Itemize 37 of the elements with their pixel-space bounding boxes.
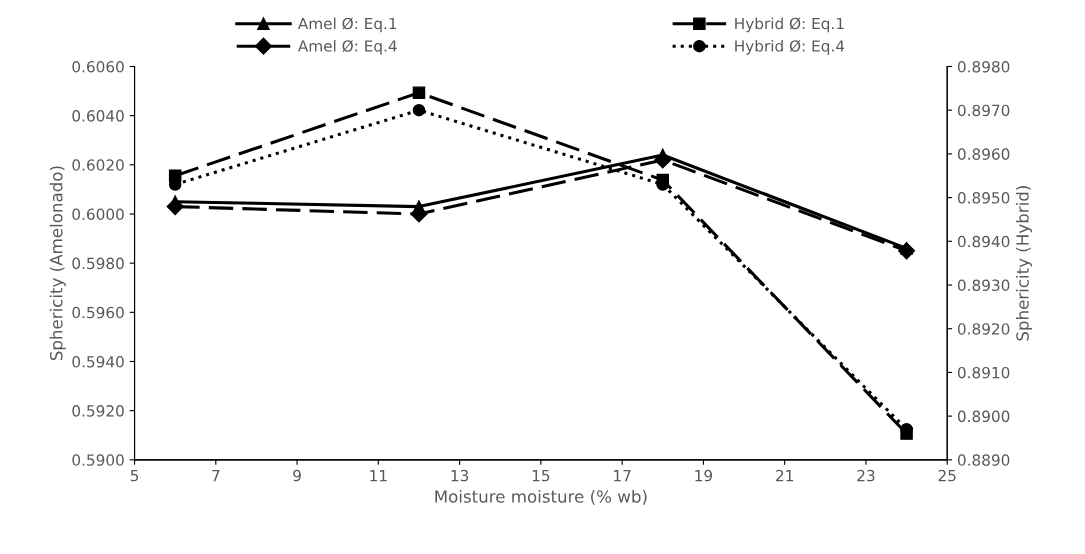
legend-label: Hybrid Ø: Eq.4 bbox=[735, 39, 845, 55]
legend-label: Hybrid Ø: Eq.1 bbox=[735, 17, 844, 33]
y2-tick-label: 0.8900 bbox=[957, 410, 1010, 423]
y2-tick-label: 0.8890 bbox=[957, 454, 1010, 466]
y-tick-label: 0.5960 bbox=[72, 306, 124, 319]
y2-tick-label: 0.8950 bbox=[957, 192, 1010, 204]
x-tick-label: 19 bbox=[695, 469, 713, 482]
y-tick-label: 0.6060 bbox=[72, 60, 124, 73]
x-tick-label: 13 bbox=[451, 469, 469, 482]
y2-tick-label: 0.8940 bbox=[957, 235, 1010, 248]
y2-tick-label: 0.8960 bbox=[957, 148, 1010, 160]
y2-axis-title: Sphericity (Hybrid) bbox=[1015, 186, 1033, 341]
x-axis-title: Moisture moisture (% wb) bbox=[435, 489, 647, 505]
y-tick-label: 0.5900 bbox=[72, 454, 124, 466]
y-tick-label: 0.6040 bbox=[72, 110, 124, 122]
y-tick-label: 0.6000 bbox=[72, 208, 124, 220]
x-tick-label: 15 bbox=[532, 470, 550, 482]
y2-tick-label: 0.8980 bbox=[957, 60, 1010, 73]
y-tick-label: 0.5980 bbox=[72, 257, 124, 270]
y-tick-label: 0.6020 bbox=[72, 159, 124, 171]
y2-tick-label: 0.8970 bbox=[957, 104, 1010, 117]
x-tick-label: 23 bbox=[857, 469, 875, 482]
x-tick-label: 17 bbox=[614, 470, 631, 482]
y2-tick-label: 0.8920 bbox=[957, 323, 1010, 335]
y2-tick-label: 0.8930 bbox=[957, 279, 1010, 292]
x-tick-label: 9 bbox=[293, 469, 301, 482]
y-axis-title: Sphericity (Amelonado) bbox=[49, 166, 66, 361]
y2-tick-label: 0.8910 bbox=[957, 366, 1010, 379]
x-tick-label: 21 bbox=[776, 469, 793, 482]
x-tick-label: 7 bbox=[212, 470, 220, 482]
legend-label: Amel Ø: Eq.4 bbox=[297, 39, 397, 55]
legend-label: Amel Ø: Eq.1 bbox=[297, 17, 397, 33]
x-tick-label: 5 bbox=[130, 470, 139, 482]
x-tick-label: 25 bbox=[938, 469, 956, 482]
y-tick-label: 0.5920 bbox=[72, 405, 124, 417]
x-tick-label: 11 bbox=[370, 470, 387, 482]
y-tick-label: 0.5940 bbox=[72, 355, 124, 368]
